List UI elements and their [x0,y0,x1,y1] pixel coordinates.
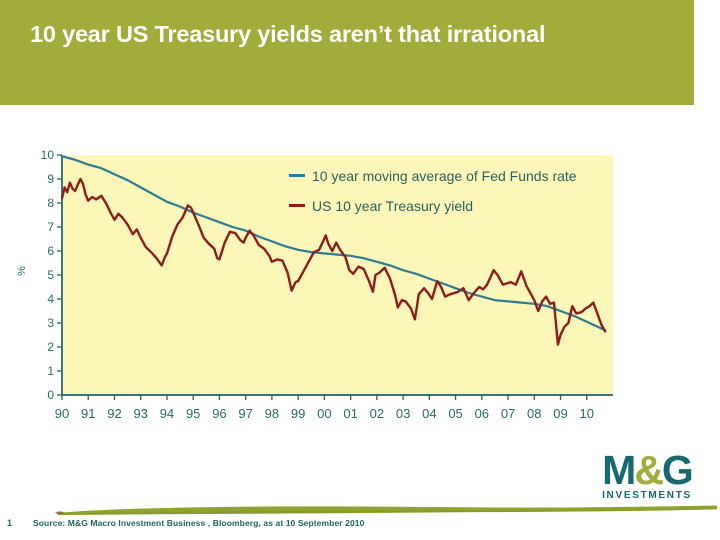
y-tick-label: 10 [41,148,55,162]
x-tick-label: 05 [448,406,462,421]
legend-item-treasury-yield: US 10 year Treasury yield [289,195,577,216]
page-title: 10 year US Treasury yields aren’t that i… [30,21,546,47]
x-tick-label: 90 [55,406,69,421]
y-tick-label: 1 [47,364,54,378]
x-tick-label: 94 [160,406,174,421]
series-line-0 [60,155,607,332]
logo-letter-g: G [661,447,694,493]
mg-investments-logo: M&G INVESTMENTS [595,447,699,502]
red-line-swatch-icon [289,204,305,207]
legend-label: 10 year moving average of Fed Funds rate [312,167,577,184]
y-tick-label: 8 [47,196,54,210]
x-tick-label: 08 [527,406,541,421]
brush-stroke-graphic [55,505,717,515]
x-tick-label: 95 [186,406,200,421]
legend-item-fed-funds-ma: 10 year moving average of Fed Funds rate [289,165,577,186]
y-tick-label: 7 [47,220,54,234]
title-bar: 10 year US Treasury yields aren’t that i… [0,0,694,105]
y-tick-label: 6 [47,244,54,258]
x-tick-label: 96 [212,406,226,421]
x-tick-label: 00 [317,406,331,421]
x-tick-label: 93 [133,406,147,421]
slide-number: 1 [7,518,13,528]
chart: 0 1 2 3 4 5 6 7 8 9 10 90 91 92 93 94 95 96 97 98 99 00 01 02 03… [0,140,660,440]
x-tick-label: 04 [422,406,436,421]
x-tick-label: 92 [107,406,121,421]
x-tick-label: 06 [475,406,489,421]
logo-ampersand: & [634,447,664,493]
x-tick-label: 99 [291,406,305,421]
blue-line-swatch-icon [289,174,305,177]
x-tick-label: 97 [238,406,252,421]
y-tick-label: 9 [47,172,54,186]
x-tick-label: 10 [580,406,594,421]
y-tick-label: 2 [47,340,54,354]
x-tick-label: 01 [343,406,357,421]
logo-wordmark: M&G [595,447,699,493]
x-tick-label: 02 [370,406,384,421]
logo-investments-text: INVESTMENTS [602,490,692,501]
y-tick-label: 4 [47,292,54,306]
logo-letter-m: M [602,447,636,493]
y-tick-label: 3 [47,316,54,330]
x-tick-label: 98 [265,406,279,421]
chart-legend: 10 year moving average of Fed Funds rate… [289,165,577,225]
legend-label: US 10 year Treasury yield [312,197,474,214]
x-tick-label: 07 [501,406,515,421]
y-axis-title: % [15,266,28,276]
source-note: Source: M&G Macro Investment Business , … [33,518,365,528]
x-tick-label: 91 [81,406,95,421]
y-tick-label: 0 [47,388,54,402]
x-tick-label: 03 [396,406,410,421]
y-tick-label: 5 [47,268,54,282]
axis-lines [61,155,613,396]
x-tick-label: 09 [553,406,567,421]
series-line-1 [60,177,607,346]
footer: 1 Source: M&G Macro Investment Business … [0,516,720,532]
